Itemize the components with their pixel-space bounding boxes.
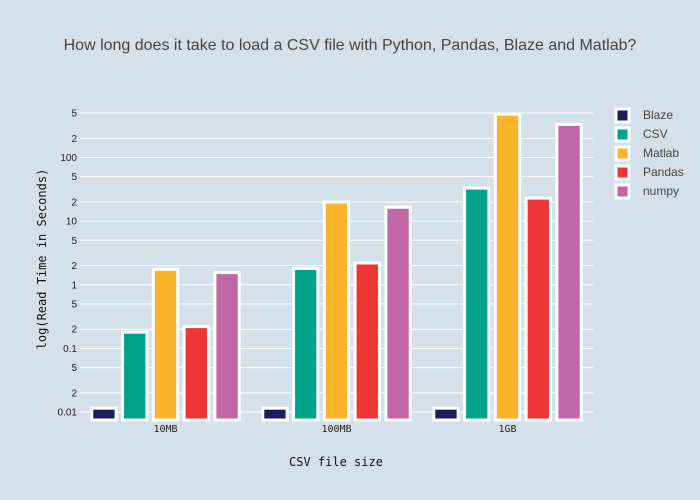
y-tick-label: 2 bbox=[71, 388, 77, 399]
y-tick-label: 2 bbox=[71, 325, 77, 336]
x-axis-ticks: 10MB 100MB 1GB bbox=[153, 424, 516, 435]
legend-label-pandas[interactable]: Pandas bbox=[643, 165, 684, 179]
y-tick-label: 0.01 bbox=[58, 408, 78, 419]
legend-swatch-matlab[interactable] bbox=[614, 145, 631, 162]
y-axis-ticks: 0.01 2 5 0.1 2 5 1 2 5 10 2 5 100 2 5 bbox=[58, 108, 78, 418]
bar-csv-1gb[interactable] bbox=[463, 186, 491, 422]
bar-csv-10mb[interactable] bbox=[121, 330, 149, 422]
bar-pandas-10mb[interactable] bbox=[182, 325, 210, 422]
legend-swatch-blaze[interactable] bbox=[614, 107, 631, 124]
bar-pandas-100mb[interactable] bbox=[353, 261, 381, 422]
legend-label-csv[interactable]: CSV bbox=[643, 127, 668, 141]
legend[interactable]: Blaze CSV Matlab Pandas numpy bbox=[612, 104, 692, 200]
bar-matlab-10mb[interactable] bbox=[151, 267, 180, 422]
bar-numpy-10mb[interactable] bbox=[213, 271, 241, 422]
x-tick-label: 100MB bbox=[321, 424, 351, 435]
x-tick-label: 1GB bbox=[498, 424, 516, 435]
bars bbox=[90, 112, 583, 422]
legend-swatch-numpy[interactable] bbox=[614, 183, 631, 200]
bar-pandas-1gb[interactable] bbox=[524, 196, 552, 422]
bar-matlab-100mb[interactable] bbox=[322, 200, 351, 422]
chart-title: How long does it take to load a CSV file… bbox=[64, 37, 637, 54]
bar-matlab-1gb[interactable] bbox=[493, 112, 522, 422]
y-tick-label: 0.1 bbox=[63, 344, 77, 355]
legend-swatch-pandas[interactable] bbox=[614, 164, 631, 181]
y-tick-label: 5 bbox=[71, 108, 77, 119]
y-tick-label: 2 bbox=[71, 134, 77, 145]
bar-blaze-1gb[interactable] bbox=[432, 406, 460, 422]
x-tick-label: 10MB bbox=[153, 424, 177, 435]
legend-label-matlab[interactable]: Matlab bbox=[643, 146, 679, 160]
x-axis-title: CSV file size bbox=[289, 455, 383, 469]
y-tick-label: 1 bbox=[71, 280, 77, 291]
bar-blaze-10mb[interactable] bbox=[90, 406, 118, 422]
bar-csv-100mb[interactable] bbox=[292, 267, 320, 422]
legend-label-blaze[interactable]: Blaze bbox=[643, 108, 673, 122]
bar-numpy-100mb[interactable] bbox=[384, 205, 412, 422]
y-axis-title: log(Read Time in Seconds) bbox=[35, 169, 49, 350]
bar-numpy-1gb[interactable] bbox=[555, 122, 583, 422]
y-tick-label: 10 bbox=[66, 217, 78, 228]
y-tick-label: 5 bbox=[71, 172, 77, 183]
y-tick-label: 5 bbox=[71, 236, 77, 247]
y-tick-label: 2 bbox=[71, 197, 77, 208]
legend-label-numpy[interactable]: numpy bbox=[643, 184, 679, 198]
legend-swatch-csv[interactable] bbox=[614, 126, 631, 143]
y-tick-label: 2 bbox=[71, 261, 77, 272]
y-tick-label: 100 bbox=[60, 153, 77, 164]
bar-blaze-100mb[interactable] bbox=[261, 406, 289, 422]
y-tick-label: 5 bbox=[71, 299, 77, 310]
y-tick-label: 5 bbox=[71, 363, 77, 374]
